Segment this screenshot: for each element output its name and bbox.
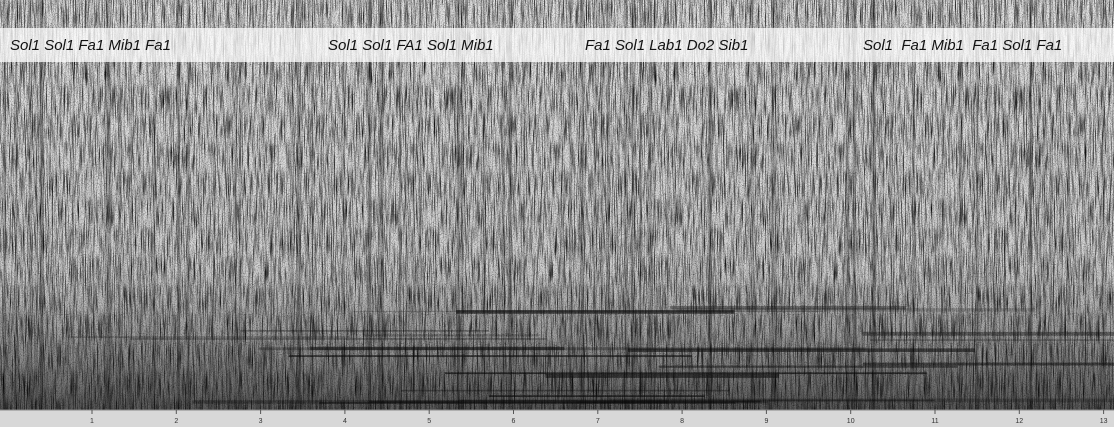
tick-label: 6 xyxy=(512,418,516,425)
note-label: Sol1 Sol1 FA1 Sol1 Mib1 xyxy=(328,37,494,54)
label-band xyxy=(0,28,1114,62)
tick-label: 8 xyxy=(680,418,684,425)
time-ticks: 1 2 3 4 5 6 7 8 9 10 11 12 13 xyxy=(90,410,1108,425)
tick-label: 5 xyxy=(427,418,431,425)
tick-label: 12 xyxy=(1015,418,1023,425)
tick-label: 7 xyxy=(596,418,600,425)
tick-label: 9 xyxy=(764,418,768,425)
time-axis xyxy=(0,410,1114,427)
tick-label: 3 xyxy=(259,418,263,425)
tick-label: 10 xyxy=(847,418,855,425)
tick-label: 2 xyxy=(174,418,178,425)
tick-label: 11 xyxy=(931,418,938,425)
tick-label: 1 xyxy=(90,418,94,425)
note-label: Sol1 Sol1 Fa1 Mib1 Fa1 xyxy=(10,37,171,54)
tick-label: 13 xyxy=(1100,418,1108,425)
note-label: Fa1 Sol1 Lab1 Do2 Sib1 xyxy=(585,37,748,54)
note-label: Sol1 Fa1 Mib1 Fa1 Sol1 Fa1 xyxy=(863,37,1062,54)
tick-label: 4 xyxy=(343,418,347,425)
low-frequency-energy xyxy=(0,0,1114,410)
